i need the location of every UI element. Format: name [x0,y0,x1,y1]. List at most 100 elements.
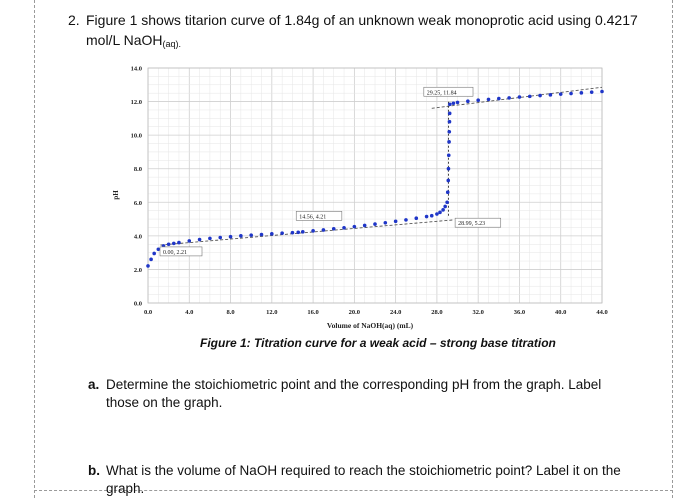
data-point [259,232,264,237]
plot-area-border [147,67,603,304]
data-point [187,239,192,243]
annotation-box [159,246,203,257]
data-point [311,229,315,233]
data-point [455,100,460,105]
data-point [486,97,491,102]
x-tick-label: 16.0 [307,309,318,316]
x-tick-label: 44.0 [596,309,607,316]
part-b-text: What is the volume of NaOH required to r… [106,462,646,498]
data-point [558,92,563,96]
data-point [228,234,233,239]
x-tick-label: 36.0 [514,309,525,316]
annotation-box [295,211,343,221]
x-tick-label: 28.0 [431,309,442,316]
chart-axes: 0.0 4.0 8.0 12.0 16.0 20.0 24.0 28.0 32.0 36.0 40.… [131,66,608,317]
data-point [569,91,573,96]
y-tick-label: 0.0 [134,301,142,308]
annotation-box [423,86,474,97]
data-point [404,218,408,222]
x-tick-label: 32.0 [472,309,483,316]
data-point [579,91,584,95]
part-a-label: a. [88,377,100,392]
data-point [156,247,161,252]
data-point [166,242,171,247]
data-point [435,212,439,216]
data-point [445,190,450,195]
data-point [447,140,451,144]
part-a-text: Determine the stoichiometric point and t… [106,376,646,412]
x-axis-label: Volume of NaOH(aq) (mL) [327,321,414,330]
data-point [171,241,176,246]
data-point [445,200,449,205]
page-border-right [672,0,673,498]
x-tick-label: 24.0 [390,309,401,316]
y-tick-label: 14.0 [131,66,142,73]
chart-points [146,89,604,268]
data-point [352,224,357,229]
annotation-box [454,217,502,228]
y-tick-label: 6.0 [134,200,142,207]
data-point [149,257,153,262]
data-point [443,204,447,209]
data-point [446,153,451,158]
data-point [446,178,451,183]
data-point [466,99,470,104]
data-point [497,96,501,101]
data-point [589,90,594,94]
data-point [600,89,604,94]
chart-trendlines [160,86,603,246]
question-text-subscript: (aq). [162,39,182,49]
part-a-line2: those on the graph. [106,395,223,410]
question-text-line1: Figure 1 shows titarion curve of 1.84g o… [86,12,638,28]
data-point [424,214,429,219]
annotation-label: 14.56, 4.21 [299,214,326,220]
x-tick-label: 8.0 [226,309,234,316]
part-b-line2: graph. [106,481,145,496]
y-tick-label: 4.0 [134,233,142,240]
data-point [438,210,442,215]
part-b-label: b. [88,463,100,478]
data-point [429,213,434,218]
data-point [538,93,542,98]
y-tick-label: 12.0 [131,99,142,106]
question-number: 2. [68,12,80,28]
data-point [300,230,305,234]
data-point [218,235,223,240]
titration-chart: 0.0 4.0 8.0 12.0 16.0 20.0 24.0 28.0 32.0 36.0 40.… [112,66,608,331]
page-border-bottom [34,490,673,491]
data-point [451,101,456,106]
annotation-label: 29.25, 11.84 [427,90,457,96]
data-point [527,94,532,99]
data-point [414,216,419,221]
x-tick-label: 40.0 [555,309,566,316]
data-point [548,93,553,97]
data-point [321,228,326,232]
data-point [331,227,336,231]
data-point [239,234,243,238]
question-text-line2: mol/L NaOH(aq). [86,30,676,54]
x-tick-label: 20.0 [349,309,360,316]
data-point [447,129,452,134]
data-point [146,264,150,268]
data-point [393,219,398,224]
data-point [447,111,452,116]
data-point [270,232,274,236]
figure-caption: Figure 1: Titration curve for a weak aci… [200,336,556,350]
data-point [152,251,156,256]
data-point [342,226,346,230]
annotation-label: 0.00, 2.21 [163,250,187,256]
x-tick-label: 4.0 [185,309,193,316]
data-point [447,119,452,124]
data-point [441,208,445,212]
data-point [517,95,522,99]
data-point [446,166,451,171]
x-tick-label: 0.0 [144,309,152,316]
y-axis-label: pH [112,190,120,200]
data-point [507,96,511,100]
chart-annotations: 0.00, 2.21 14.56, 4.21 28.99, 5.23 29.25, 1… [159,86,502,257]
y-tick-label: 8.0 [134,166,142,173]
data-point [296,230,301,235]
page-border-left [34,0,35,498]
question-text: Figure 1 shows titarion curve of 1.84g o… [86,10,676,54]
